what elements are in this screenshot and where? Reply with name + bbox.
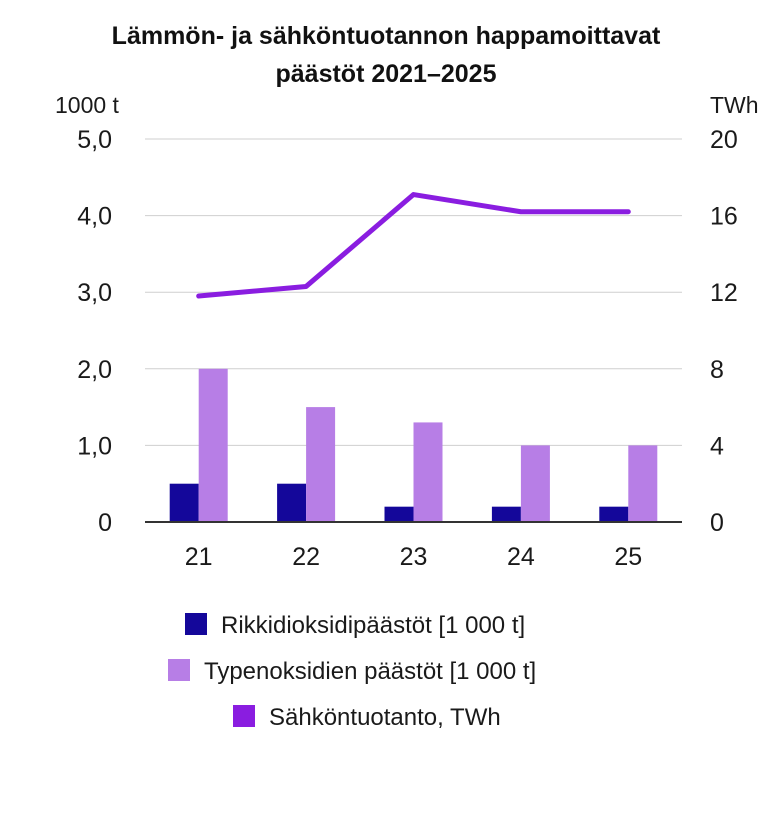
legend-swatch <box>168 659 190 681</box>
x-tick-label: 24 <box>507 543 535 571</box>
left-axis-ticks: 0 1,0 2,0 3,0 4,0 5,0 <box>77 126 112 537</box>
chart-title-line-2: päästöt 2021–2025 <box>276 60 497 88</box>
legend-label: Typenoksidien päästöt [1 000 t] <box>204 658 536 685</box>
left-tick-label: 1,0 <box>77 432 112 460</box>
left-tick-label: 0 <box>98 509 112 537</box>
legend-swatch <box>233 705 255 727</box>
legend-label: Sähköntuotanto, TWh <box>269 704 501 731</box>
bar-nox <box>198 368 228 522</box>
line-series-electricity <box>196 192 631 299</box>
bar-so2 <box>384 506 414 522</box>
x-tick-label: 23 <box>400 543 428 571</box>
left-tick-label: 3,0 <box>77 279 112 307</box>
bar-so2 <box>277 483 307 522</box>
left-axis-unit: 1000 t <box>55 92 120 118</box>
legend-swatch <box>185 613 207 635</box>
legend-label: Rikkidioksidipäästöt [1 000 t] <box>221 612 525 639</box>
right-axis-unit: TWh <box>710 92 759 118</box>
left-tick-label: 2,0 <box>77 356 112 384</box>
right-tick-label: 20 <box>710 126 738 154</box>
x-tick-label: 21 <box>185 543 213 571</box>
bar-so2 <box>599 506 629 522</box>
bar-nox <box>628 445 658 522</box>
electricity-line <box>196 192 631 299</box>
right-tick-label: 0 <box>710 509 724 537</box>
bar-nox <box>306 407 336 522</box>
right-tick-label: 16 <box>710 203 738 231</box>
bars <box>169 368 658 522</box>
right-tick-label: 8 <box>710 356 724 384</box>
bar-so2 <box>169 483 199 522</box>
left-tick-label: 4,0 <box>77 203 112 231</box>
legend: Rikkidioksidipäästöt [1 000 t] Typenoksid… <box>168 612 536 731</box>
bar-nox <box>520 445 550 522</box>
bar-so2 <box>491 506 521 522</box>
right-tick-label: 4 <box>710 432 724 460</box>
bar-nox <box>413 422 443 522</box>
right-tick-label: 12 <box>710 279 738 307</box>
left-tick-label: 5,0 <box>77 126 112 154</box>
chart-title-line-1: Lämmön- ja sähköntuotannon happamoittava… <box>112 22 661 50</box>
x-axis-ticks: 21 22 23 24 25 <box>185 543 642 571</box>
right-axis-ticks: 0 4 8 12 16 20 <box>710 126 738 537</box>
x-tick-label: 25 <box>614 543 642 571</box>
x-tick-label: 22 <box>292 543 320 571</box>
